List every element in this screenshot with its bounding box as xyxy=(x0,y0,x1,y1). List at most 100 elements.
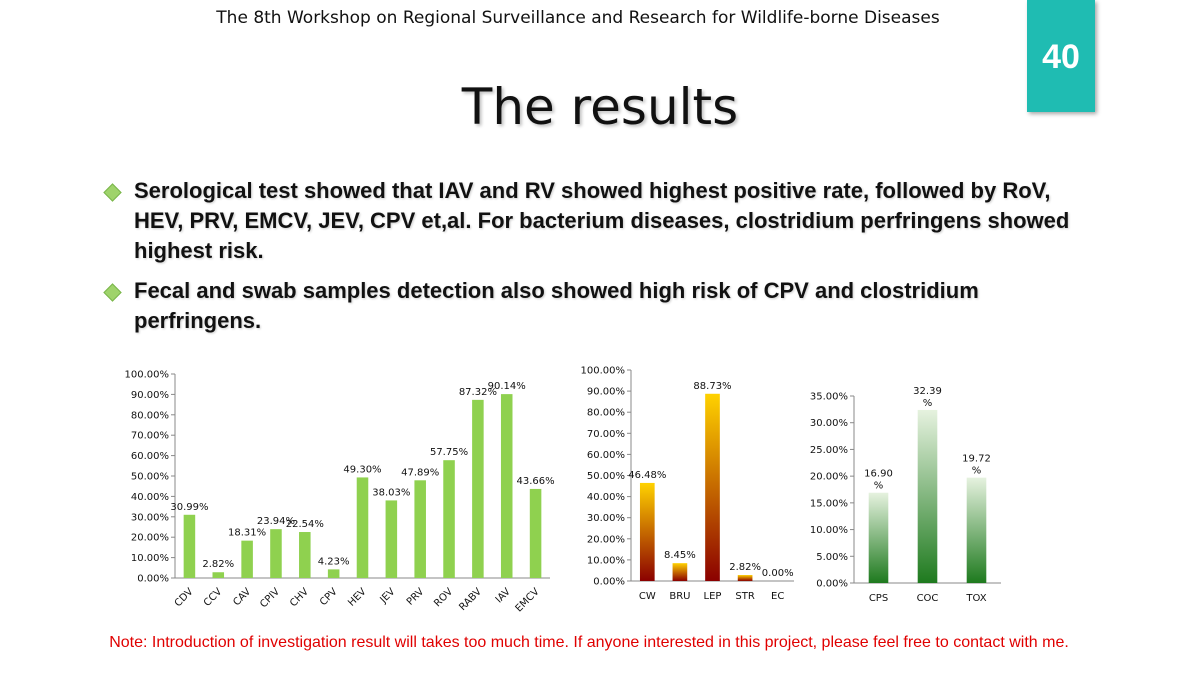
x-tick-label: CHV xyxy=(288,586,311,609)
bar-coc xyxy=(917,409,938,583)
bar-prv xyxy=(414,480,426,578)
y-tick-label: 100.00% xyxy=(125,370,170,381)
y-tick-label: 30.00% xyxy=(810,418,848,429)
diamond-bullet-icon xyxy=(103,283,122,302)
data-label: % xyxy=(874,481,884,492)
bar-cps xyxy=(868,492,889,583)
y-tick-label: 60.00% xyxy=(131,451,169,462)
bullet-text: Fecal and swab samples detection also sh… xyxy=(134,278,979,333)
data-label: 18.31% xyxy=(228,528,266,539)
y-tick-label: 35.00% xyxy=(810,392,848,403)
data-label: 19.72 xyxy=(962,454,991,465)
bar-jev xyxy=(385,500,398,578)
y-tick-label: 40.00% xyxy=(131,492,169,503)
y-tick-label: 25.00% xyxy=(810,445,848,456)
x-tick-label: ROV xyxy=(432,586,455,609)
x-tick-label: CPV xyxy=(318,586,340,608)
data-label: 49.30% xyxy=(343,464,381,475)
x-tick-label: IAV xyxy=(494,586,513,605)
x-tick-label: CCV xyxy=(202,586,225,609)
data-label: 57.75% xyxy=(430,447,468,458)
x-tick-label: CPIV xyxy=(258,586,282,610)
y-tick-label: 0.00% xyxy=(593,577,625,588)
y-tick-label: 90.00% xyxy=(131,390,169,401)
bar-cpiv xyxy=(270,529,282,578)
serology-virus-bar-chart: 0.00% 10.00% 20.00% 30.00% 40.00% 50.00% 60.00… xyxy=(125,370,555,615)
y-tick-label: 50.00% xyxy=(131,472,169,483)
x-tick-label: COC xyxy=(917,593,939,604)
x-tick-label: CPS xyxy=(869,593,888,604)
y-tick-label: 80.00% xyxy=(587,408,625,419)
data-label: 90.14% xyxy=(488,381,526,392)
x-tick-label: CDV xyxy=(173,586,196,609)
data-label: % xyxy=(923,398,933,409)
data-label: 38.03% xyxy=(372,487,410,498)
workshop-name: The 8th Workshop on Regional Surveillanc… xyxy=(216,8,940,28)
data-label: 32.39 xyxy=(913,386,942,397)
bar-lep xyxy=(705,393,720,581)
bacteria-bar-chart: 0.00% 10.00% 20.00% 30.00% 40.00% 50.00% 60.00… xyxy=(581,366,794,602)
y-tick-label: 0.00% xyxy=(816,579,848,590)
x-tick-label: HEV xyxy=(346,586,369,609)
bar-hev xyxy=(356,477,369,578)
data-label: 46.48% xyxy=(628,470,666,481)
data-label: 4.23% xyxy=(318,556,350,567)
data-label: 43.66% xyxy=(517,476,555,487)
bullet-item: Fecal and swab samples detection also sh… xyxy=(103,276,1104,336)
bar-cav xyxy=(241,540,253,578)
data-label: % xyxy=(972,466,982,477)
slide-title: The results xyxy=(461,78,739,136)
bullet-list: Serological test showed that IAV and RV … xyxy=(103,176,1104,346)
bar-tox xyxy=(966,477,987,583)
data-label: 87.32% xyxy=(459,387,497,398)
y-tick-label: 20.00% xyxy=(587,534,625,545)
data-label: 23.94% xyxy=(257,516,295,527)
bar-str xyxy=(737,575,753,581)
y-tick-label: 70.00% xyxy=(131,431,169,442)
diamond-bullet-icon xyxy=(103,183,122,202)
bar-cw xyxy=(639,482,655,581)
y-tick-label: 20.00% xyxy=(810,472,848,483)
x-tick-label: TOX xyxy=(965,593,986,604)
bullet-item: Serological test showed that IAV and RV … xyxy=(103,176,1104,266)
y-tick-label: 70.00% xyxy=(587,429,625,440)
data-label: 88.73% xyxy=(693,381,731,392)
slide-number: 40 xyxy=(1042,38,1080,76)
data-label: 30.99% xyxy=(170,502,208,513)
y-tick-label: 10.00% xyxy=(587,555,625,566)
data-label: 8.45% xyxy=(664,550,696,561)
x-tick-label: JEV xyxy=(378,586,398,606)
data-label: 22.54% xyxy=(286,519,324,530)
y-tick-label: 80.00% xyxy=(131,410,169,421)
bar-chv xyxy=(299,532,311,578)
bar-iav xyxy=(500,394,513,578)
bullet-text: Serological test showed that IAV and RV … xyxy=(134,178,1070,263)
y-tick-label: 50.00% xyxy=(587,471,625,482)
slide-number-badge: 40 xyxy=(1027,0,1095,112)
x-tick-label: PRV xyxy=(405,586,427,608)
y-tick-label: 30.00% xyxy=(587,513,625,524)
data-label: 0.00% xyxy=(762,568,794,579)
y-tick-label: 40.00% xyxy=(587,492,625,503)
x-tick-label: LEP xyxy=(704,591,722,602)
y-tick-label: 10.00% xyxy=(810,525,848,536)
x-tick-label: RABV xyxy=(457,586,484,613)
clostridium-bar-chart: 0.00% 5.00% 10.00% 15.00% 20.00% 25.00% 30.00%… xyxy=(810,386,1001,604)
y-tick-label: 5.00% xyxy=(816,552,848,563)
data-label: 2.82% xyxy=(729,562,761,573)
bar-ccv xyxy=(212,572,225,578)
y-tick-label: 20.00% xyxy=(131,533,169,544)
bar-rov xyxy=(443,460,455,578)
bar-rabv xyxy=(472,399,484,578)
y-tick-label: 10.00% xyxy=(131,553,169,564)
data-label: 16.90 xyxy=(864,469,893,480)
bar-bru xyxy=(672,563,688,581)
x-tick-label: EMCV xyxy=(514,586,542,614)
y-tick-label: 30.00% xyxy=(131,512,169,523)
bar-cdv xyxy=(183,514,196,578)
data-label: 2.82% xyxy=(202,559,234,570)
footer-note: Note: Introduction of investigation resu… xyxy=(109,634,1069,651)
y-tick-label: 90.00% xyxy=(587,387,625,398)
x-tick-label: BRU xyxy=(669,591,690,602)
bar-cpv xyxy=(327,569,340,578)
